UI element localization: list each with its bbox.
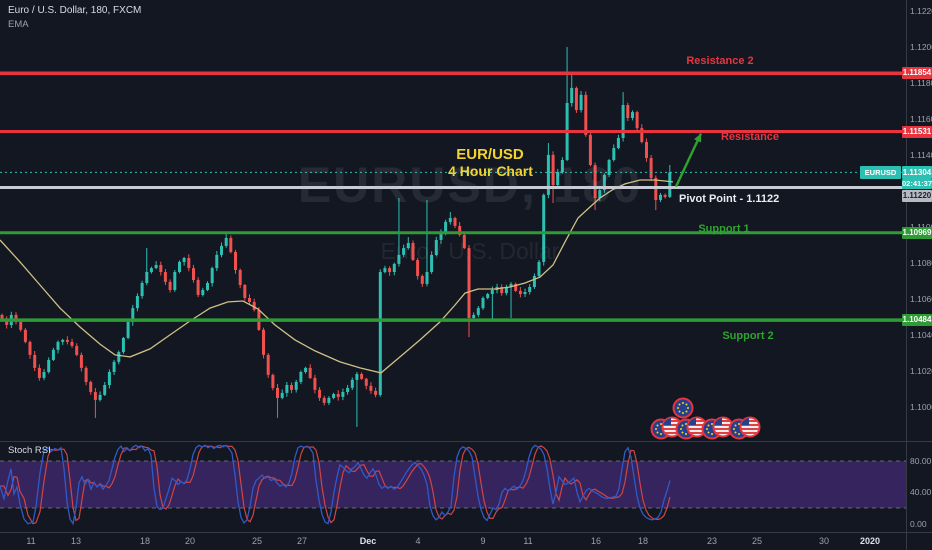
price-tick: 1.11000	[910, 222, 932, 233]
price-axis-divider	[906, 0, 907, 550]
indicator-legend: EMA	[8, 19, 29, 30]
time-label: 27	[296, 536, 308, 546]
time-label: 25	[251, 536, 263, 546]
annotation-pair-timeframe: 4 Hour Chart	[448, 163, 533, 179]
support2-label: Support 2	[722, 330, 774, 342]
resistance-label: Resistance	[720, 131, 780, 143]
time-label: 18	[637, 536, 649, 546]
stoch-rsi-title[interactable]: Stoch RSI	[8, 445, 51, 456]
support1-label: Support 1	[698, 223, 750, 235]
price-tick: 1.11400	[910, 150, 932, 161]
time-label: 23	[706, 536, 718, 546]
time-label: Dec	[359, 536, 377, 546]
symbol-title[interactable]: Euro / U.S. Dollar, 180, FXCM	[8, 5, 142, 16]
time-label: 4	[415, 536, 421, 546]
price-tick: 1.11600	[910, 114, 932, 125]
time-label: 25	[751, 536, 763, 546]
time-axis[interactable]: 11 13 18 20 25 27 Dec 4 9 11 16 18 23 25 30 2020	[0, 533, 932, 550]
price-tick: 1.10800	[910, 258, 932, 269]
eurusd-flag-markers	[650, 397, 761, 440]
stoch-tick: 0.00	[910, 518, 927, 529]
price-tick: 1.10000	[910, 402, 932, 413]
buy-arrow	[674, 132, 703, 188]
ema-legend-label[interactable]: EMA	[8, 19, 29, 30]
time-label: 20	[184, 536, 196, 546]
price-pane[interactable]	[0, 0, 906, 441]
price-tick: 1.10600	[910, 294, 932, 305]
price-tick: 1.10400	[910, 330, 932, 341]
price-tick: 1.10200	[910, 366, 932, 377]
resistance2-label: Resistance 2	[686, 55, 754, 67]
time-label: 13	[70, 536, 82, 546]
ema-line	[0, 179, 674, 374]
candles	[0, 47, 672, 427]
price-tick: 1.11800	[910, 78, 932, 88]
time-label: 16	[590, 536, 602, 546]
stoch-d-line	[0, 445, 671, 525]
time-label: 9	[480, 536, 486, 546]
annotation-pair-symbol: EUR/USD	[456, 146, 524, 163]
pane-divider[interactable]	[0, 441, 932, 442]
buy-arrow-head	[694, 133, 702, 143]
time-axis-divider	[0, 532, 932, 533]
price-tick: 1.12200	[910, 6, 932, 16]
stoch-rsi-pane[interactable]	[0, 441, 906, 532]
pivot-point-label: Pivot Point - 1.1122	[679, 193, 780, 205]
stoch-tick: 40.00	[910, 487, 932, 498]
stoch-tick: 80.00	[910, 456, 932, 466]
time-label: 30	[818, 536, 830, 546]
price-tick: 1.12000	[910, 42, 932, 52]
time-label: 11	[523, 536, 533, 546]
time-label: 18	[139, 536, 151, 546]
stoch-k-line	[0, 444, 671, 526]
legend: Euro / U.S. Dollar, 180, FXCM	[8, 5, 141, 16]
time-label: 11	[26, 536, 36, 546]
time-label: 2020	[859, 536, 881, 546]
